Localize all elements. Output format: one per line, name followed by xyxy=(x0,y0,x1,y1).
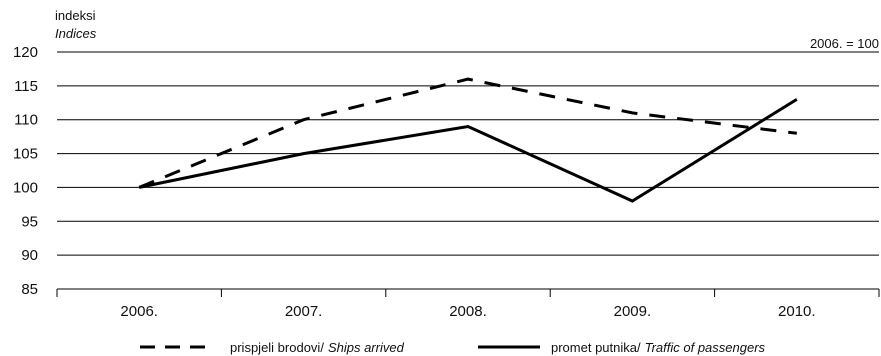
x-axis xyxy=(56,288,880,297)
x-tick-labels: 2006. 2007. 2008. 2009. 2010. xyxy=(120,303,815,320)
y-axis-label-en: Indices xyxy=(55,26,97,41)
legend-name-ships-arrived: prispjeli brodovi/ xyxy=(230,340,324,355)
x-tick-label: 2010. xyxy=(778,303,816,320)
series-lines xyxy=(138,77,798,203)
base-note: 2006. = 100 xyxy=(810,36,879,51)
legend-name-en-traffic-of-passengers: Traffic of passengers xyxy=(645,340,766,355)
legend-item-ships-arrived: prispjeli brodovi/Ships arrived xyxy=(140,340,405,355)
x-tick-label: 2006. xyxy=(120,303,158,320)
legend-name-en-ships-arrived: Ships arrived xyxy=(328,340,405,355)
x-tick-label: 2007. xyxy=(285,303,323,320)
y-tick-labels: 85 90 95 100 105 110 115 120 xyxy=(13,44,38,298)
series-line-ships-arrived xyxy=(138,77,797,189)
y-axis-label: indeksi xyxy=(55,8,96,23)
legend-name-traffic-of-passengers: promet putnika/ xyxy=(551,340,641,355)
y-tick-label: 90 xyxy=(21,247,38,264)
legend-label-traffic-of-passengers: promet putnika/Traffic of passengers xyxy=(551,340,766,355)
legend-item-traffic-of-passengers: promet putnika/Traffic of passengers xyxy=(478,340,766,355)
legend-label-ships-arrived: prispjeli brodovi/Ships arrived xyxy=(230,340,405,355)
y-tick-label: 105 xyxy=(13,146,38,163)
y-tick-label: 120 xyxy=(13,44,38,61)
legend: prispjeli brodovi/Ships arrived promet p… xyxy=(140,340,766,355)
y-tick-label: 100 xyxy=(13,179,38,196)
x-tick-label: 2008. xyxy=(449,303,487,320)
y-tick-label: 95 xyxy=(21,213,38,230)
x-tick-label: 2009. xyxy=(614,303,652,320)
y-tick-label: 85 xyxy=(21,281,38,298)
y-tick-label: 115 xyxy=(14,78,38,95)
series-line-traffic-of-passengers xyxy=(138,98,798,203)
y-tick-label: 110 xyxy=(14,112,38,129)
grid-lines xyxy=(57,51,879,256)
